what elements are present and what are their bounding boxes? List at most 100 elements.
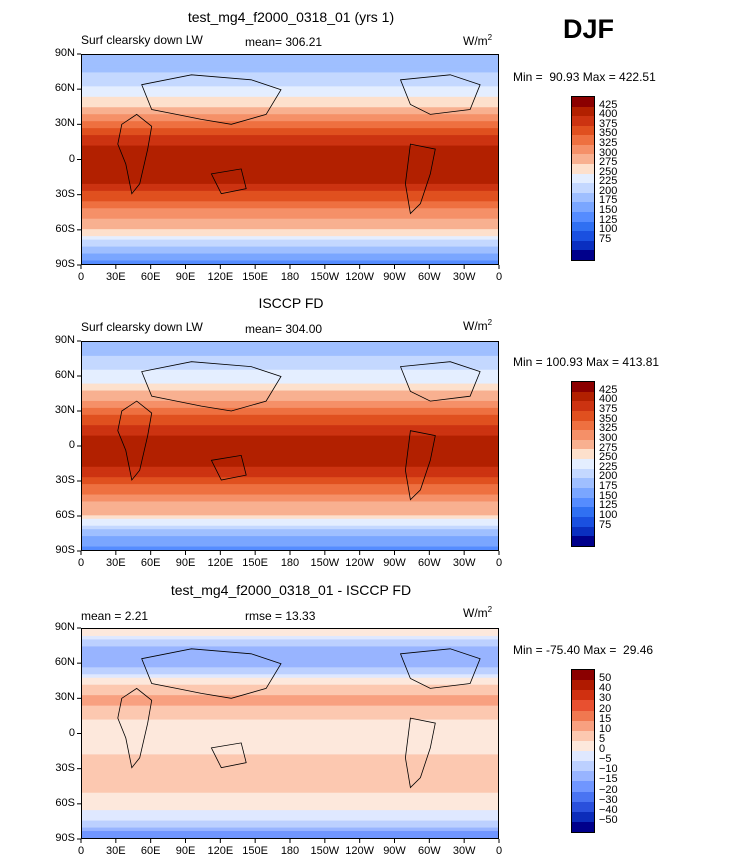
colorbar-label: 275 [599, 156, 618, 169]
map-field [82, 342, 498, 550]
y-tick-label: 90N [54, 621, 75, 633]
field-band [82, 733, 498, 738]
field-band [82, 674, 498, 679]
field-band [82, 162, 498, 168]
coastline [117, 400, 153, 481]
colorbar-label: 150 [599, 489, 618, 502]
field-band [82, 173, 498, 178]
field-band [82, 397, 498, 402]
field-band [82, 100, 498, 105]
field-band [82, 75, 498, 80]
colorbar-swatch [572, 821, 594, 832]
field-band [82, 55, 498, 60]
field-band [82, 194, 498, 199]
field-band [82, 525, 498, 530]
x-tick-label: 0 [77, 557, 85, 569]
colorbar-swatch [572, 401, 594, 411]
x-tick-label: 120E [207, 845, 234, 857]
field-band [82, 190, 498, 195]
field-band [82, 250, 498, 255]
colorbar-label: 15 [599, 712, 612, 725]
field-band [82, 646, 498, 651]
colorbar-label: 375 [599, 117, 618, 130]
field-band [82, 183, 498, 188]
field-band [82, 799, 498, 804]
panel-2-minmax: Min = 100.93 Max = 413.81 [513, 355, 660, 369]
colorbar-label: 125 [599, 213, 618, 226]
field-band [82, 383, 498, 388]
field-band [82, 632, 498, 637]
y-tick-label: 60N [54, 369, 75, 381]
field-band [82, 400, 498, 405]
field-band [82, 824, 498, 829]
colorbar-swatch [572, 202, 594, 212]
coastline [404, 717, 436, 789]
colorbar-swatch [572, 250, 594, 260]
x-tick-label: 180 [280, 271, 300, 283]
field-band [82, 806, 498, 811]
field-band [82, 518, 498, 523]
field-band [82, 778, 498, 783]
colorbar-label: 250 [599, 451, 618, 464]
field-band [82, 473, 498, 478]
x-tick-label: 60W [418, 271, 441, 283]
field-band [82, 103, 498, 108]
field-band [82, 639, 498, 644]
field-band [82, 754, 498, 759]
colorbar-swatch [572, 459, 594, 469]
field-band [82, 539, 498, 544]
field-band [82, 768, 498, 773]
field-band [82, 411, 498, 416]
colorbar-label: 275 [599, 441, 618, 454]
field-band [82, 487, 498, 492]
colorbar-label: 150 [599, 204, 618, 217]
x-tick-label: 60W [418, 845, 441, 857]
colorbar-label: 175 [599, 194, 618, 207]
field-band [82, 232, 498, 237]
colorbar-label: 40 [599, 682, 612, 695]
field-band [82, 782, 498, 787]
field-band [82, 827, 498, 832]
x-tick-label: 120W [345, 557, 375, 569]
colorbar-label: 100 [599, 509, 618, 522]
field-band [82, 387, 498, 392]
y-tick-label: 30N [54, 691, 75, 704]
colorbar-label: 325 [599, 422, 618, 435]
x-tick-label: 0 [77, 845, 85, 857]
colorbar-label: 300 [599, 431, 618, 444]
field-band [82, 58, 498, 63]
colorbar-swatch [572, 468, 594, 479]
field-band [82, 187, 498, 192]
field-band [82, 663, 498, 668]
panel-3-rmse-label: rmse = 13.33 [245, 609, 316, 623]
y-tick-label: 0 [68, 726, 75, 739]
field-band [82, 166, 498, 171]
season-label: DJF [563, 14, 615, 44]
field-band [82, 239, 498, 244]
field-band [82, 820, 498, 825]
field-band [82, 736, 498, 742]
panel-3-units: W/m2 [463, 605, 493, 620]
field-band [82, 124, 498, 129]
field-band [82, 229, 498, 234]
field-band [82, 529, 498, 534]
coastline [210, 168, 247, 195]
field-band [82, 764, 498, 769]
y-tick-label: 90S [55, 832, 75, 844]
colorbar-swatch [572, 700, 594, 711]
colorbar-swatch [572, 221, 594, 232]
field-band [82, 831, 498, 836]
x-tick-label: 0 [495, 557, 503, 569]
field-band [82, 494, 498, 499]
field-band [82, 222, 498, 227]
field-band [82, 723, 498, 728]
field-band [82, 750, 498, 755]
field-band [82, 159, 498, 164]
x-tick-label: 90W [383, 557, 406, 569]
x-tick-label: 120E [207, 271, 234, 283]
colorbar-label: 350 [599, 412, 618, 425]
colorbar-label: 200 [599, 470, 618, 483]
field-band [82, 376, 498, 381]
colorbar-label: 30 [599, 692, 612, 705]
colorbar-swatch [572, 771, 594, 782]
